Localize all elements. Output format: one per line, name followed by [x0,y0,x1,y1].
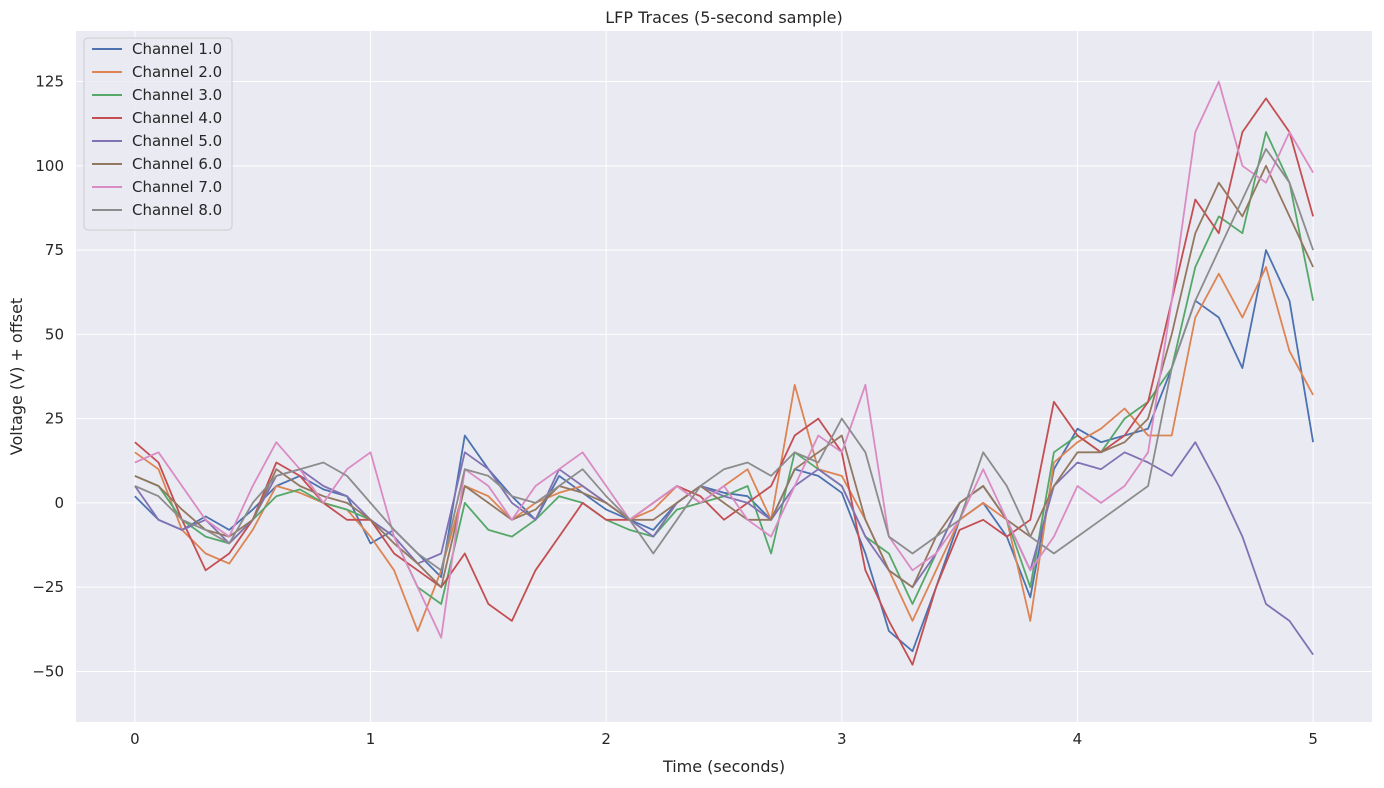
x-axis-label: Time (seconds) [662,757,785,776]
y-axis-label: Voltage (V) + offset [7,298,26,455]
legend-label: Channel 1.0 [132,40,222,58]
grid-lines [76,31,1372,722]
y-tick-label: −25 [32,578,64,596]
y-tick-labels: −50 −25 0 25 50 75 100 125 [32,73,64,681]
y-tick-label: 0 [54,494,64,512]
chart-title: LFP Traces (5-second sample) [605,8,842,27]
legend-label: Channel 5.0 [132,132,222,150]
x-tick-label: 4 [1073,730,1083,748]
legend-label: Channel 8.0 [132,201,222,219]
x-tick-label: 3 [837,730,847,748]
y-tick-label: 100 [35,157,64,175]
y-tick-label: 75 [45,241,64,259]
legend: Channel 1.0 Channel 2.0 Channel 3.0 Channel… [83,37,233,231]
y-tick-label: 50 [45,325,64,343]
legend-label: Channel 6.0 [132,155,222,173]
legend-label: Channel 4.0 [132,109,222,127]
series-line-channel-4 [134,97,1314,666]
y-tick-label: 125 [35,73,64,91]
series-line-channel-5 [134,441,1314,656]
x-tick-label: 5 [1308,730,1318,748]
series-line-channel-7 [134,80,1314,639]
plot-background [76,31,1372,722]
legend-label: Channel 3.0 [132,86,222,104]
series-line-channel-6 [134,164,1314,589]
x-tick-labels: 0 1 2 3 4 5 [130,730,1318,748]
series-line-channel-8 [134,148,1314,572]
y-tick-label: −50 [32,662,64,680]
x-tick-label: 2 [601,730,611,748]
legend-label: Channel 7.0 [132,178,222,196]
x-tick-label: 0 [130,730,140,748]
series-layer [134,80,1314,666]
legend-box [83,37,233,231]
x-tick-label: 1 [366,730,376,748]
y-tick-label: 25 [45,410,64,428]
legend-label: Channel 2.0 [132,63,222,81]
